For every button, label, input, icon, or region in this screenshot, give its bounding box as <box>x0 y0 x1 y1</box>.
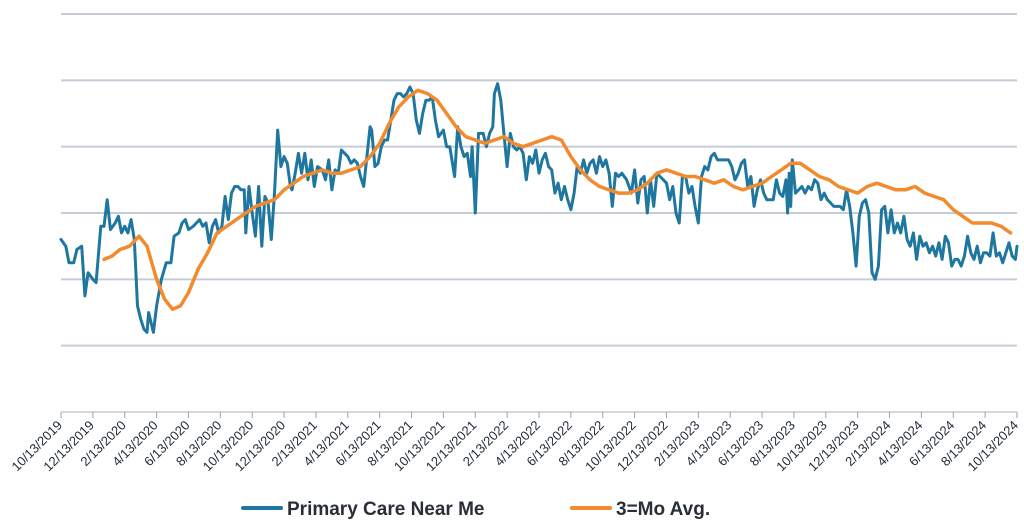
series-line-3mo-avg <box>102 88 1013 311</box>
series-group <box>59 82 1019 334</box>
legend-label-3mo-avg: 3=Mo Avg. <box>616 499 710 520</box>
legend: Primary Care Near Me 3=Mo Avg. <box>241 499 710 520</box>
series-line-primary-care <box>59 82 1019 334</box>
x-axis: 10/13/201912/13/20192/13/20204/13/20206/… <box>8 411 1021 474</box>
gridlines <box>61 13 1017 347</box>
legend-label-primary-care: Primary Care Near Me <box>287 499 485 520</box>
